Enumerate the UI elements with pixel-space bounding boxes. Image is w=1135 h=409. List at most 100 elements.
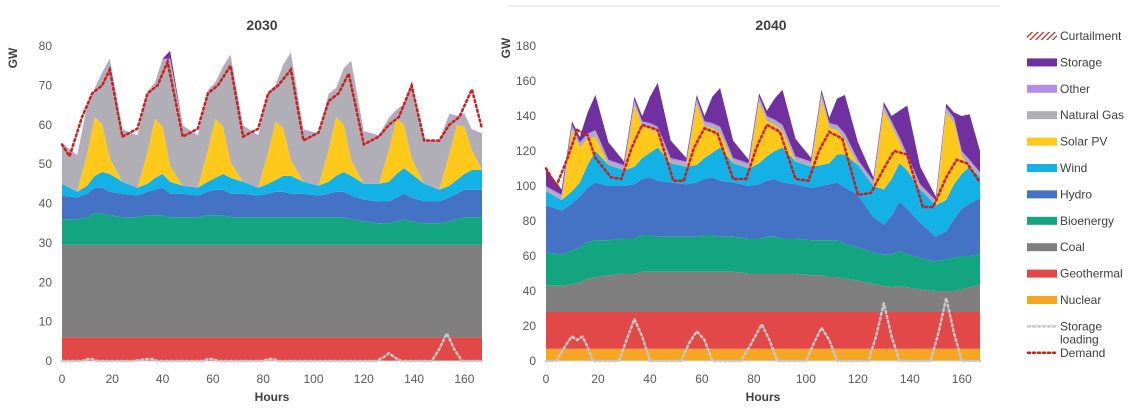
area-geothermal xyxy=(62,337,482,361)
x-tick-label: 40 xyxy=(156,372,170,386)
legend-label: Hydro xyxy=(1060,187,1092,201)
legend-label: Coal xyxy=(1060,240,1085,254)
y-tick-label: 80 xyxy=(523,214,537,228)
area-nuclear xyxy=(546,348,980,361)
y-tick-label: 30 xyxy=(39,236,53,250)
y-tick-label: 20 xyxy=(39,275,53,289)
y-tick-label: 40 xyxy=(523,284,537,298)
legend-item-storage: Storage xyxy=(1027,55,1102,69)
x-tick-label: 60 xyxy=(206,372,220,386)
x-axis-label: Hours xyxy=(746,390,781,404)
legend-item-storage-loading: Storage loading xyxy=(1026,319,1102,346)
legend-swatch xyxy=(1027,190,1057,199)
legend-item-nuclear: Nuclear xyxy=(1027,293,1101,307)
y-tick-label: 0 xyxy=(529,354,536,368)
area-geothermal xyxy=(546,312,980,349)
legend-item-coal: Coal xyxy=(1027,240,1085,254)
series-demand xyxy=(60,57,484,160)
y-tick-label: 60 xyxy=(39,118,53,132)
legend-label: Solar PV xyxy=(1060,135,1107,149)
x-tick-label: 160 xyxy=(454,372,474,386)
x-tick-label: 140 xyxy=(900,372,920,386)
y-tick-label: 160 xyxy=(516,74,536,88)
chart-title: 2030 xyxy=(246,17,277,33)
legend-swatch xyxy=(1027,84,1057,93)
y-axis-label: GW xyxy=(6,47,20,68)
legend-label: Geothermal xyxy=(1060,267,1123,281)
legend-label: Storage loading xyxy=(1060,319,1102,346)
area-wind xyxy=(62,168,482,202)
area-bioenergy xyxy=(62,213,482,245)
legend-swatch xyxy=(1027,164,1057,172)
legend-label: Natural Gas xyxy=(1060,108,1124,122)
legend-label: Nuclear xyxy=(1060,293,1101,307)
legend-swatch xyxy=(1027,296,1057,304)
x-tick-label: 0 xyxy=(59,372,66,386)
legend-item-demand: Demand xyxy=(1026,346,1105,360)
legend-swatch xyxy=(1027,58,1057,67)
legend-label: Wind xyxy=(1060,161,1087,175)
legend-item-solar-pv: Solar PV xyxy=(1027,135,1107,149)
legend-item-wind: Wind xyxy=(1027,161,1087,175)
legend-swatch xyxy=(1027,243,1057,252)
x-tick-label: 140 xyxy=(404,372,424,386)
legend-swatch xyxy=(1027,269,1057,278)
x-tick-label: 120 xyxy=(354,372,374,386)
x-tick-label: 100 xyxy=(303,372,323,386)
y-tick-label: 20 xyxy=(523,319,537,333)
area-hydro xyxy=(546,177,980,262)
chart-title: 2040 xyxy=(755,17,786,33)
y-tick-label: 80 xyxy=(39,39,53,53)
y-tick-label: 0 xyxy=(45,354,52,368)
legend-item-natural-gas: Natural Gas xyxy=(1027,108,1124,122)
area-coal xyxy=(62,244,482,338)
legend-label: Storage xyxy=(1060,55,1102,69)
y-tick-label: 10 xyxy=(39,315,53,329)
x-tick-label: 80 xyxy=(257,372,271,386)
series-storage-loading xyxy=(544,297,982,363)
area-wind xyxy=(546,147,980,237)
x-tick-label: 80 xyxy=(747,372,761,386)
area-hydro xyxy=(62,187,482,224)
x-axis-label: Hours xyxy=(255,390,290,404)
area-coal xyxy=(546,271,980,312)
y-tick-label: 180 xyxy=(516,39,536,53)
series-storage-loading xyxy=(60,330,484,363)
x-tick-label: 160 xyxy=(952,372,972,386)
legend-item-bioenergy: Bioenergy xyxy=(1027,214,1114,228)
y-tick-label: 100 xyxy=(516,179,536,193)
x-tick-label: 40 xyxy=(643,372,657,386)
legend-label: Bioenergy xyxy=(1060,214,1114,228)
x-tick-label: 0 xyxy=(543,372,550,386)
x-tick-label: 20 xyxy=(106,372,120,386)
legend-item-curtailment: Curtailment xyxy=(1027,29,1122,43)
legend-swatch xyxy=(1027,216,1057,225)
legend-label: Other xyxy=(1060,82,1090,96)
legend: Curtailment Storage Other Natural Gas Solar … xyxy=(1026,29,1124,360)
area-solar-pv xyxy=(62,116,482,192)
series-demand xyxy=(544,123,982,209)
area-solar-pv xyxy=(546,98,980,206)
legend-label: Demand xyxy=(1060,346,1105,360)
area-bioenergy xyxy=(546,235,980,291)
y-tick-label: 40 xyxy=(39,197,53,211)
y-tick-label: 140 xyxy=(516,109,536,123)
y-tick-label: 120 xyxy=(516,144,536,158)
y-tick-label: 50 xyxy=(39,157,53,171)
x-tick-label: 100 xyxy=(796,372,816,386)
area-storage xyxy=(546,82,980,200)
legend-item-hydro: Hydro xyxy=(1027,187,1092,201)
legend-swatch xyxy=(1027,137,1057,146)
x-tick-label: 20 xyxy=(591,372,605,386)
legend-swatch xyxy=(1027,32,1057,40)
area-natural-gas xyxy=(62,53,482,192)
y-axis-label: GW xyxy=(499,37,513,58)
legend-swatch xyxy=(1027,111,1057,120)
x-tick-label: 60 xyxy=(695,372,709,386)
y-tick-label: 60 xyxy=(523,249,537,263)
legend-label: Curtailment xyxy=(1060,29,1122,43)
x-tick-label: 120 xyxy=(848,372,868,386)
